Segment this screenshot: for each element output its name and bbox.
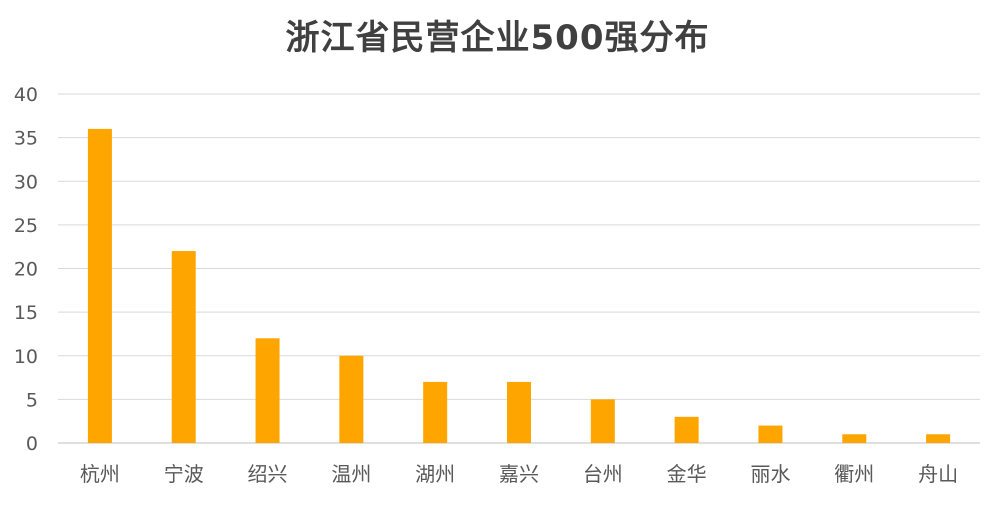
bar-宁波 bbox=[171, 251, 196, 443]
chart-title: 浙江省民营企业500强分布 bbox=[285, 18, 710, 58]
x-tick-label: 嘉兴 bbox=[499, 462, 539, 486]
x-tick-label: 衢州 bbox=[834, 462, 874, 486]
x-tick-label: 金华 bbox=[667, 462, 707, 486]
bar-杭州 bbox=[87, 128, 112, 443]
bar-嘉兴 bbox=[507, 381, 531, 443]
bar-丽水 bbox=[758, 425, 783, 443]
y-tick-label: 10 bbox=[14, 346, 38, 368]
y-tick-label: 30 bbox=[14, 171, 38, 193]
x-tick-label: 舟山 bbox=[918, 462, 958, 486]
bars bbox=[87, 128, 951, 443]
x-tick-label: 湖州 bbox=[415, 462, 455, 486]
x-tick-label: 宁波 bbox=[164, 462, 204, 486]
y-tick-label: 20 bbox=[14, 259, 38, 281]
y-axis-ticks: 0 5 10 15 20 25 30 35 40 bbox=[14, 84, 38, 455]
y-tick-label: 5 bbox=[26, 389, 38, 411]
x-tick-label: 温州 bbox=[331, 462, 371, 486]
bar-湖州 bbox=[423, 381, 448, 443]
x-tick-label: 绍兴 bbox=[248, 462, 288, 486]
bar-舟山 bbox=[926, 434, 951, 443]
bar-衢州 bbox=[842, 434, 867, 443]
y-tick-label: 40 bbox=[14, 84, 38, 106]
y-tick-label: 35 bbox=[14, 128, 38, 150]
bar-绍兴 bbox=[255, 338, 280, 443]
y-tick-label: 25 bbox=[14, 215, 38, 237]
bar-温州 bbox=[339, 355, 364, 443]
y-tick-label: 0 bbox=[26, 433, 38, 455]
bar-金华 bbox=[674, 416, 699, 443]
x-tick-label: 杭州 bbox=[80, 462, 120, 486]
y-tick-label: 15 bbox=[14, 302, 38, 324]
x-axis-labels: 杭州 宁波 绍兴 温州 湖州 嘉兴 台州 金华 丽水 衢州 舟山 bbox=[80, 462, 958, 486]
x-tick-label: 台州 bbox=[583, 462, 623, 486]
x-tick-label: 丽水 bbox=[750, 462, 790, 486]
bar-台州 bbox=[590, 399, 615, 443]
